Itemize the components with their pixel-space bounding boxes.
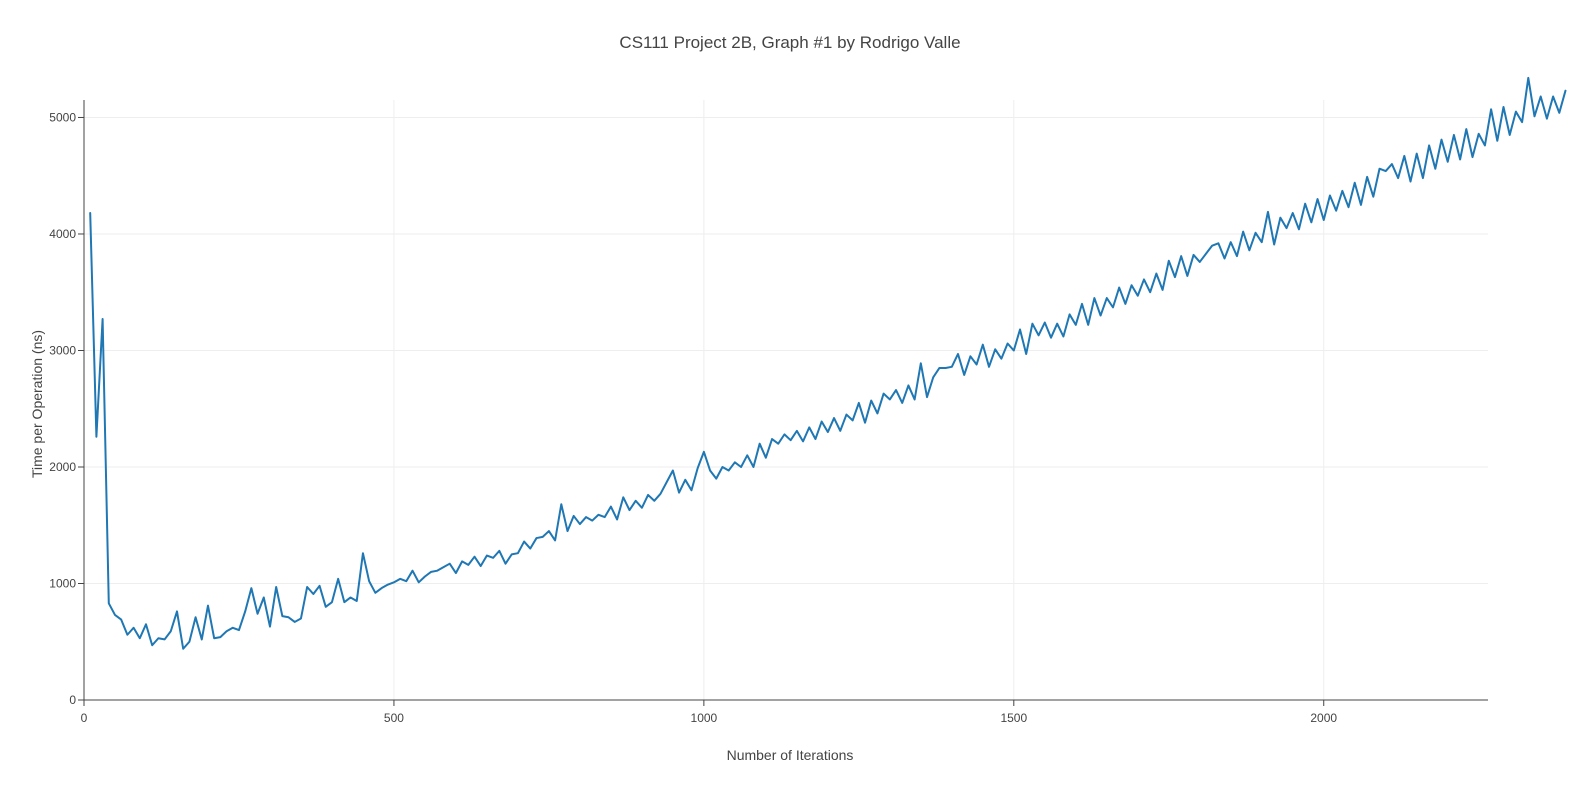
y-tick-label: 3000 <box>49 343 76 357</box>
x-tick-label: 2000 <box>1310 711 1337 725</box>
axis-layer <box>78 100 1488 706</box>
y-tick-label: 5000 <box>49 110 76 124</box>
y-tick-label: 0 <box>69 693 76 707</box>
y-axis-title: Time per Operation (ns) <box>29 330 45 478</box>
x-tick-label: 1500 <box>1000 711 1027 725</box>
x-axis-title: Number of Iterations <box>727 747 854 763</box>
tick-label-layer: 0 1000 2000 3000 4000 5000 0 500 1000 1500 2000 <box>49 110 1337 725</box>
y-tick-label: 2000 <box>49 460 76 474</box>
grid-layer <box>84 100 1488 700</box>
chart-title: CS111 Project 2B, Graph #1 by Rodrigo Va… <box>619 33 960 52</box>
series-layer <box>89 76 1567 650</box>
y-tick-label: 4000 <box>49 227 76 241</box>
x-tick-label: 0 <box>81 711 88 725</box>
x-tick-label: 1000 <box>691 711 718 725</box>
series-line <box>89 76 1567 650</box>
x-tick-label: 500 <box>384 711 404 725</box>
y-tick-label: 1000 <box>49 576 76 590</box>
